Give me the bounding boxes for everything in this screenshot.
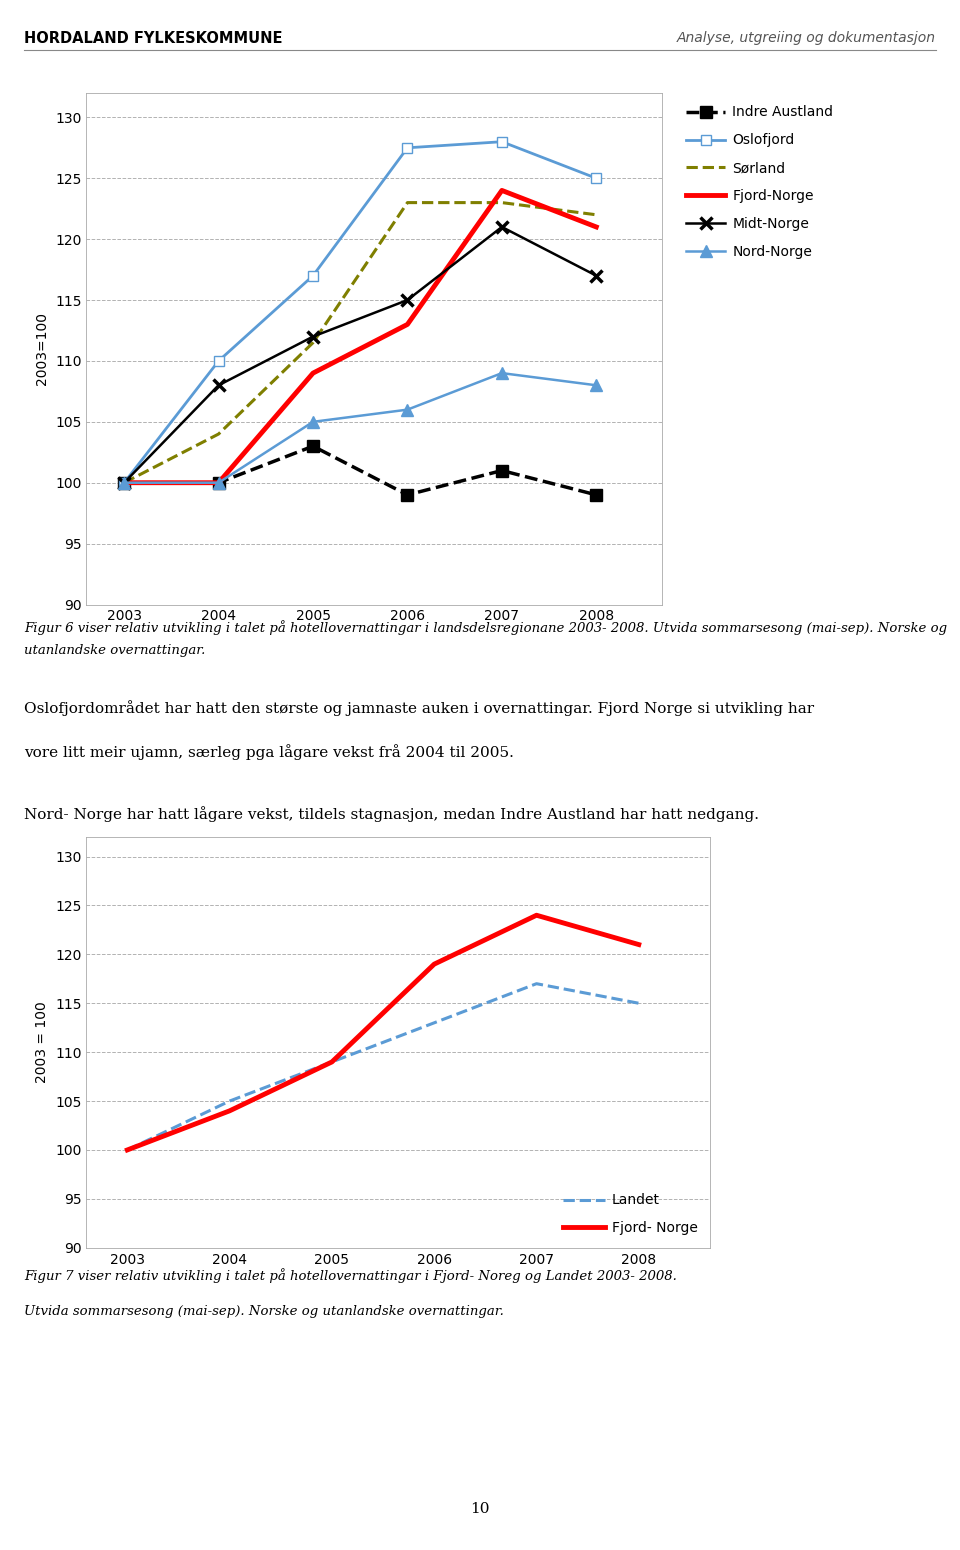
- Fjord- Norge: [428, 955, 440, 973]
- Indre Austland: [401, 485, 413, 504]
- Text: Oslofjordområdet har hatt den største og jamnaste auken i overnattingar. Fjord N: Oslofjordområdet har hatt den største og…: [24, 701, 814, 716]
- Indre Austland: [307, 437, 319, 456]
- Fjord- Norge: [122, 1141, 133, 1159]
- Fjord-Norge: [590, 217, 602, 236]
- Fjord-Norge: [307, 364, 319, 383]
- Legend: Landet, Fjord- Norge: Landet, Fjord- Norge: [558, 1187, 704, 1242]
- Fjord-Norge: [213, 473, 225, 491]
- Sørland: [213, 425, 225, 443]
- Nord-Norge: [496, 364, 508, 383]
- Y-axis label: 2003 = 100: 2003 = 100: [36, 1001, 50, 1083]
- Line: Oslofjord: Oslofjord: [119, 136, 601, 488]
- Oslofjord: [496, 132, 508, 150]
- Sørland: [590, 206, 602, 225]
- Midt-Norge: [213, 377, 225, 395]
- Oslofjord: [590, 169, 602, 188]
- Fjord- Norge: [633, 935, 644, 953]
- Line: Midt-Norge: Midt-Norge: [118, 220, 603, 488]
- Oslofjord: [118, 473, 130, 491]
- Fjord- Norge: [326, 1052, 338, 1071]
- Text: Nord- Norge har hatt lågare vekst, tildels stagnasjon, medan Indre Austland har : Nord- Norge har hatt lågare vekst, tilde…: [24, 806, 759, 822]
- Indre Austland: [590, 485, 602, 504]
- Line: Fjord-Norge: Fjord-Norge: [124, 191, 596, 482]
- Text: vore litt meir ujamn, særleg pga lågare vekst frå 2004 til 2005.: vore litt meir ujamn, særleg pga lågare …: [24, 744, 514, 760]
- Text: Figur 6 viser relativ utvikling i talet på hotellovernattingar i landsdelsregion: Figur 6 viser relativ utvikling i talet …: [24, 620, 948, 657]
- Y-axis label: 2003=100: 2003=100: [36, 312, 50, 386]
- Midt-Norge: [118, 473, 130, 491]
- Text: HORDALAND FYLKESKOMMUNE: HORDALAND FYLKESKOMMUNE: [24, 31, 282, 46]
- Text: 10: 10: [470, 1502, 490, 1516]
- Sørland: [401, 194, 413, 212]
- Landet: [633, 994, 644, 1012]
- Oslofjord: [307, 267, 319, 285]
- Nord-Norge: [307, 412, 319, 431]
- Nord-Norge: [401, 400, 413, 419]
- Sørland: [307, 333, 319, 352]
- Fjord-Norge: [118, 473, 130, 491]
- Fjord-Norge: [401, 315, 413, 333]
- Line: Fjord- Norge: Fjord- Norge: [128, 914, 638, 1150]
- Midt-Norge: [590, 267, 602, 285]
- Text: Figur 7 viser relativ utvikling i talet på hotellovernattingar i Fjord- Noreg og: Figur 7 viser relativ utvikling i talet …: [24, 1268, 677, 1283]
- Midt-Norge: [307, 327, 319, 346]
- Sørland: [496, 194, 508, 212]
- Midt-Norge: [401, 291, 413, 310]
- Line: Indre Austland: Indre Austland: [119, 440, 602, 501]
- Fjord-Norge: [496, 181, 508, 200]
- Landet: [531, 975, 542, 994]
- Indre Austland: [496, 462, 508, 480]
- Landet: [224, 1091, 235, 1110]
- Nord-Norge: [213, 473, 225, 491]
- Line: Sørland: Sørland: [124, 203, 596, 482]
- Oslofjord: [213, 352, 225, 370]
- Text: Utvida sommarsesong (mai-sep). Norske og utanlandske overnattingar.: Utvida sommarsesong (mai-sep). Norske og…: [24, 1305, 504, 1318]
- Oslofjord: [401, 138, 413, 157]
- Legend: Indre Austland, Oslofjord, Sørland, Fjord-Norge, Midt-Norge, Nord-Norge: Indre Austland, Oslofjord, Sørland, Fjor…: [681, 99, 839, 265]
- Fjord- Norge: [224, 1102, 235, 1121]
- Indre Austland: [213, 473, 225, 491]
- Nord-Norge: [118, 473, 130, 491]
- Landet: [428, 1014, 440, 1032]
- Line: Nord-Norge: Nord-Norge: [119, 367, 602, 488]
- Line: Landet: Landet: [128, 984, 638, 1150]
- Landet: [122, 1141, 133, 1159]
- Midt-Norge: [496, 217, 508, 236]
- Nord-Norge: [590, 377, 602, 395]
- Landet: [326, 1052, 338, 1071]
- Sørland: [118, 473, 130, 491]
- Indre Austland: [118, 473, 130, 491]
- Fjord- Norge: [531, 905, 542, 924]
- Text: Analyse, utgreiing og dokumentasjon: Analyse, utgreiing og dokumentasjon: [677, 31, 936, 45]
